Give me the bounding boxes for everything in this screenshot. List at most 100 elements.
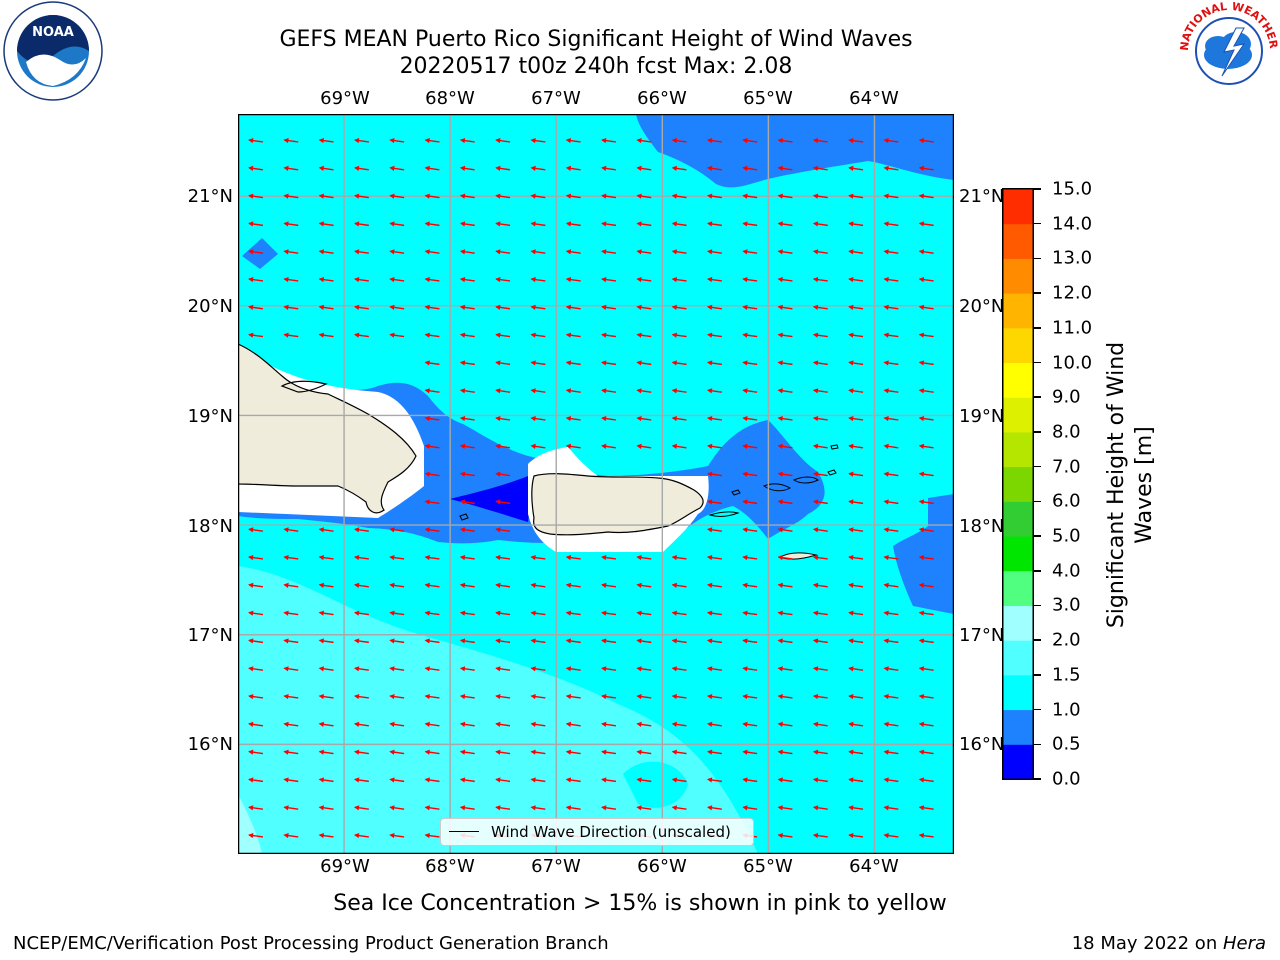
colorbar-tick-label: 11.0 xyxy=(1052,317,1093,339)
lon-label-bottom-64: 64°W xyxy=(849,856,899,877)
wave-direction-arrow xyxy=(248,582,264,588)
wave-direction-arrow xyxy=(742,249,758,255)
wave-direction-arrow xyxy=(918,138,934,144)
wave-direction-arrow xyxy=(918,638,934,644)
wave-direction-arrow xyxy=(565,277,581,283)
wave-direction-arrow xyxy=(706,193,722,199)
nws-logo: NATIONAL WEATHER SERVICE xyxy=(1174,0,1280,102)
wave-direction-arrow xyxy=(424,749,440,755)
colorbar-segment xyxy=(1002,709,1034,745)
wave-direction-arrow xyxy=(459,749,475,755)
wave-direction-arrow xyxy=(565,582,581,588)
wave-direction-arrow xyxy=(671,249,687,255)
svg-text:NOAA: NOAA xyxy=(32,25,74,40)
wave-direction-arrow xyxy=(777,610,793,616)
wave-direction-arrow xyxy=(812,277,828,283)
wave-direction-arrow xyxy=(424,833,440,839)
wave-direction-arrow xyxy=(248,527,264,533)
wave-direction-arrow xyxy=(318,304,334,310)
wave-direction-arrow xyxy=(318,694,334,700)
legend-line-swatch xyxy=(449,831,479,832)
wave-direction-arrow xyxy=(565,666,581,672)
wave-direction-arrow xyxy=(601,638,617,644)
wave-direction-arrow xyxy=(918,555,934,561)
wave-direction-arrow xyxy=(636,304,652,310)
wave-direction-arrow xyxy=(636,805,652,811)
map-subtitle: 20220517 t00z 240h fcst Max: 2.08 xyxy=(399,54,793,79)
colorbar-tick-label: 13.0 xyxy=(1052,247,1093,269)
wave-direction-arrow xyxy=(565,304,581,310)
wave-direction-arrow xyxy=(353,221,369,227)
wave-direction-arrow xyxy=(495,694,511,700)
wave-direction-arrow xyxy=(601,555,617,561)
wave-direction-arrow xyxy=(706,777,722,783)
wave-direction-arrow xyxy=(530,749,546,755)
lon-label-top-64: 64°W xyxy=(849,88,899,109)
wave-direction-arrow xyxy=(530,249,546,255)
wave-direction-arrow xyxy=(353,610,369,616)
wave-direction-arrow xyxy=(318,555,334,561)
colorbar-segment xyxy=(1002,327,1034,364)
wave-direction-arrow xyxy=(495,638,511,644)
colorbar-tick-mark xyxy=(1034,292,1041,294)
wave-direction-arrow xyxy=(671,694,687,700)
colorbar-tick-label: 1.0 xyxy=(1052,699,1081,721)
lon-label-top-68: 68°W xyxy=(425,88,475,109)
colorbar-tick-mark xyxy=(1034,327,1041,329)
wave-direction-arrow xyxy=(283,582,299,588)
wave-direction-arrow xyxy=(706,638,722,644)
wave-direction-arrow xyxy=(812,221,828,227)
wave-direction-arrow xyxy=(530,555,546,561)
wave-direction-arrow xyxy=(530,360,546,366)
wave-direction-arrow xyxy=(883,471,899,477)
wave-direction-arrow xyxy=(918,249,934,255)
wave-direction-arrow xyxy=(706,666,722,672)
wave-direction-arrow xyxy=(848,638,864,644)
wave-direction-arrow xyxy=(283,777,299,783)
wave-direction-arrow xyxy=(883,777,899,783)
wave-direction-arrow xyxy=(530,165,546,171)
wave-direction-arrow xyxy=(318,666,334,672)
colorbar-title: Significant Height of Wind Waves [m] xyxy=(1103,335,1159,635)
colorbar-tick-mark xyxy=(1034,396,1041,398)
lat-label-right-18: 18°N xyxy=(959,516,1005,537)
wave-direction-arrow xyxy=(671,388,687,394)
wave-direction-arrow xyxy=(530,221,546,227)
wave-direction-arrow xyxy=(812,638,828,644)
wave-direction-arrow xyxy=(883,749,899,755)
wave-direction-arrow xyxy=(777,666,793,672)
colorbar-tick-label: 1.5 xyxy=(1052,664,1081,686)
map-legend: Wind Wave Direction (unscaled) xyxy=(440,818,754,846)
colorbar-tick-label: 2.0 xyxy=(1052,629,1081,651)
wave-direction-arrow xyxy=(318,165,334,171)
wave-direction-arrow xyxy=(812,833,828,839)
wave-direction-arrow xyxy=(495,138,511,144)
wave-direction-arrow xyxy=(706,221,722,227)
wave-direction-arrow xyxy=(918,666,934,672)
wave-direction-arrow xyxy=(353,805,369,811)
wave-direction-arrow xyxy=(883,638,899,644)
wave-direction-arrow xyxy=(424,221,440,227)
wave-direction-arrow xyxy=(883,555,899,561)
wave-direction-arrow xyxy=(671,721,687,727)
wave-direction-arrow xyxy=(883,582,899,588)
wave-direction-arrow xyxy=(848,360,864,366)
island-tortuga xyxy=(280,380,328,393)
wave-direction-arrow xyxy=(495,388,511,394)
wave-direction-arrow xyxy=(812,749,828,755)
wave-direction-arrow xyxy=(248,833,264,839)
wave-direction-arrow xyxy=(918,777,934,783)
wave-direction-arrow xyxy=(777,304,793,310)
wave-direction-arrow xyxy=(530,443,546,449)
wave-direction-arrow xyxy=(530,332,546,338)
wave-direction-arrow xyxy=(636,193,652,199)
wave-direction-arrow xyxy=(389,221,405,227)
wave-direction-arrow xyxy=(742,777,758,783)
lat-label-right-16: 16°N xyxy=(959,734,1005,755)
map-frame xyxy=(238,114,954,854)
wave-direction-arrow xyxy=(424,332,440,338)
wave-direction-arrow xyxy=(848,416,864,422)
lat-label-right-17: 17°N xyxy=(959,625,1005,646)
wave-direction-arrow xyxy=(636,777,652,783)
wave-direction-arrow xyxy=(706,610,722,616)
